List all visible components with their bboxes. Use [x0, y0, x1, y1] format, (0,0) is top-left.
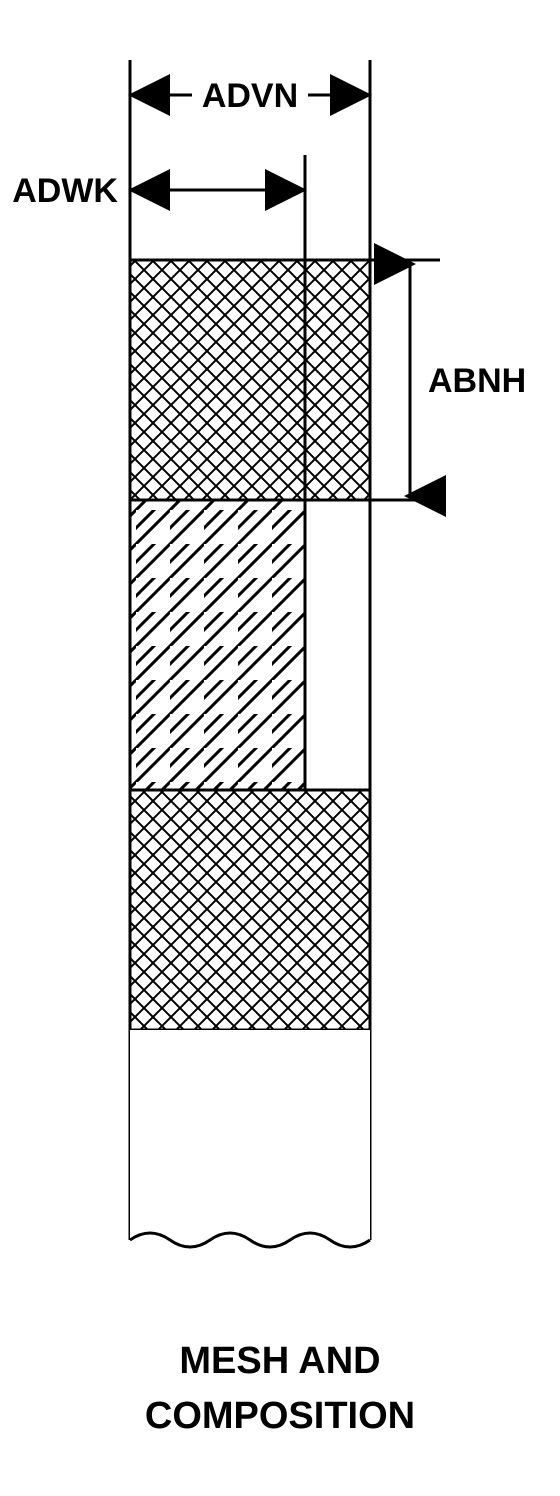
- caption-line-2: COMPOSITION: [0, 1395, 560, 1438]
- technical-diagram: ADVN ADWK ABNH: [0, 0, 560, 1496]
- svg-text:ABNH: ABNH: [428, 362, 526, 400]
- caption-line-1: MESH AND: [0, 1340, 560, 1383]
- svg-text:ADVN: ADVN: [202, 77, 298, 115]
- diagram-svg: ADVN ADWK ABNH: [0, 0, 560, 1330]
- svg-text:ADWK: ADWK: [12, 172, 118, 210]
